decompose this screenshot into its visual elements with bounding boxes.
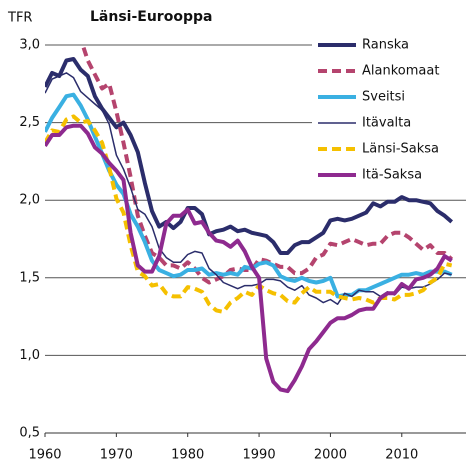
legend-label: Länsi-Saksa (362, 142, 439, 157)
y-tick-label: 1,0 (19, 348, 40, 363)
series-line (45, 123, 453, 394)
legend-label: Sveitsi (362, 90, 405, 105)
chart-title: Länsi-Eurooppa (90, 9, 212, 25)
x-tick-label: 2010 (385, 448, 418, 463)
legend-label: Ranska (362, 38, 409, 53)
plot-area (45, 45, 454, 394)
y-tick-label: 0,5 (19, 426, 40, 441)
legend-label: Itä-Saksa (362, 168, 422, 183)
x-tick-label: 1990 (243, 448, 276, 463)
series-line (80, 45, 454, 285)
y-tick-label: 3,0 (19, 38, 40, 53)
x-tick-label: 2000 (314, 448, 347, 463)
x-tick-label: 1960 (28, 448, 61, 463)
y-axis-label: TFR (7, 11, 32, 26)
y-tick-label: 2,0 (19, 193, 40, 208)
legend-background (312, 32, 472, 188)
x-tick-label: 1980 (171, 448, 204, 463)
series-line (45, 57, 454, 255)
x-tick-label: 1970 (100, 448, 133, 463)
legend: Ranska Alankomaat Sveitsi Itävalta Länsi-Sak… (318, 38, 439, 183)
y-tick-label: 1,5 (19, 270, 40, 285)
y-tick-label: 2,5 (19, 115, 40, 130)
legend-label: Itävalta (362, 116, 411, 131)
series-line (45, 92, 453, 299)
legend-label: Alankomaat (362, 64, 439, 79)
